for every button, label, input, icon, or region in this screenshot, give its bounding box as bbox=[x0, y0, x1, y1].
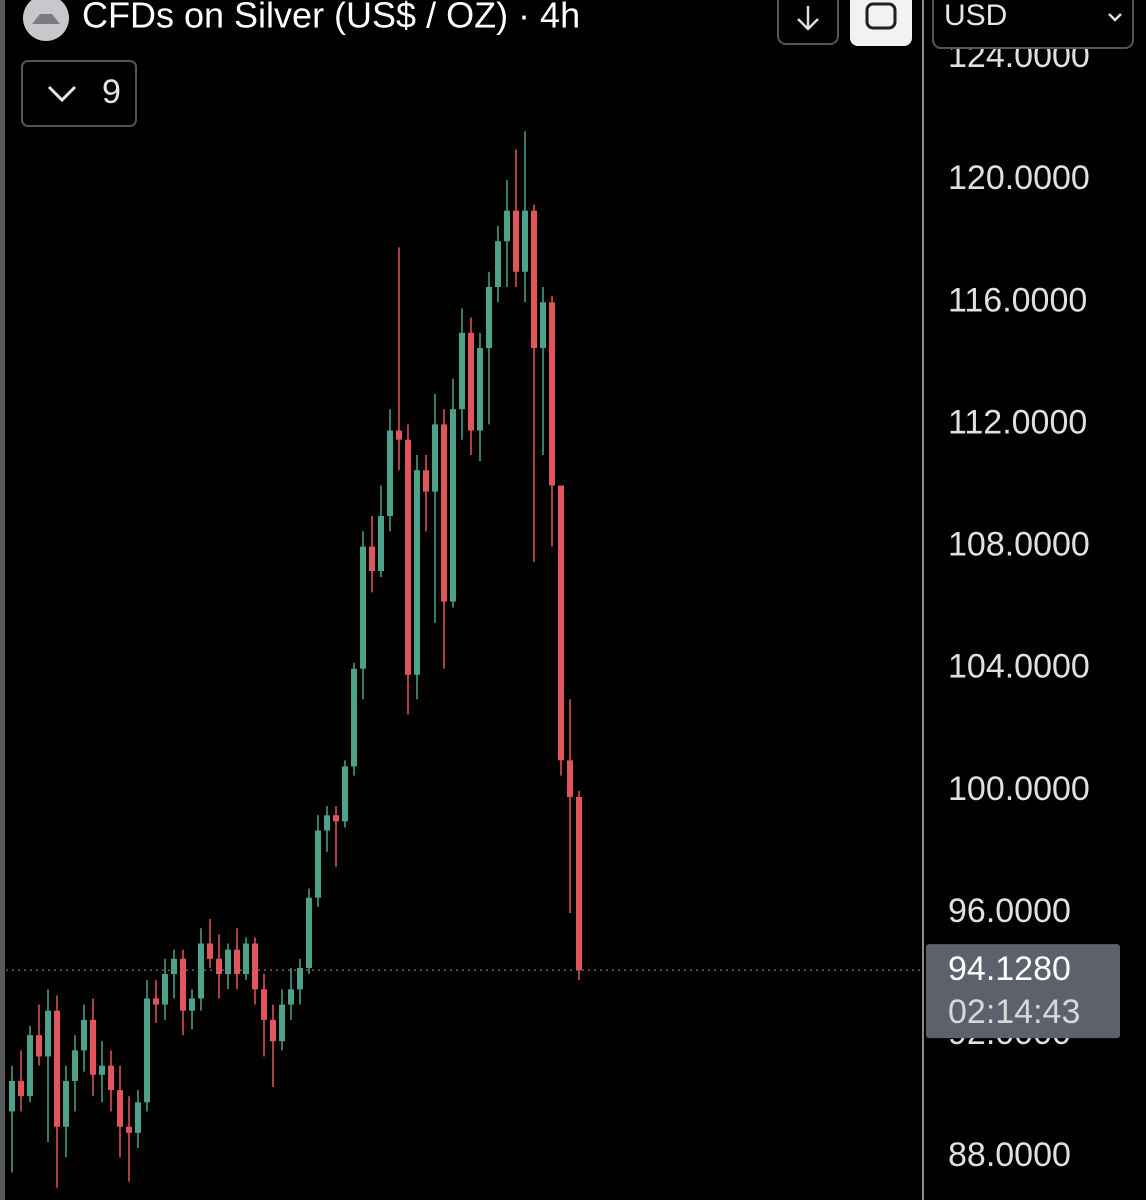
y-tick-label: 104.0000 bbox=[948, 648, 1090, 686]
candle-body bbox=[189, 998, 195, 1011]
y-tick-label: 96.0000 bbox=[948, 892, 1071, 930]
candle-body bbox=[216, 958, 222, 975]
candle-body bbox=[486, 287, 492, 349]
candle-body bbox=[477, 348, 483, 431]
candle-body bbox=[522, 210, 528, 272]
countdown-label: 02:14:43 bbox=[948, 993, 1080, 1031]
candle-body bbox=[531, 210, 537, 349]
y-tick-label: 112.0000 bbox=[948, 403, 1087, 441]
candle-body bbox=[54, 1010, 60, 1127]
candle-body bbox=[441, 424, 447, 602]
currency-label: USD bbox=[944, 0, 1007, 32]
symbol-icon-glyph bbox=[32, 14, 60, 24]
candle-body bbox=[108, 1065, 114, 1091]
last-price-badge bbox=[926, 944, 1120, 1039]
y-tick-label: 88.0000 bbox=[948, 1136, 1071, 1174]
candle-body bbox=[180, 958, 186, 1011]
currency-chevron bbox=[1108, 13, 1122, 22]
candle-body bbox=[468, 332, 474, 431]
candle-body bbox=[144, 998, 150, 1103]
candle-body bbox=[576, 796, 582, 971]
fullscreen-icon bbox=[865, 2, 897, 30]
candle-body bbox=[135, 1102, 141, 1133]
candle-body bbox=[72, 1050, 78, 1081]
candle-body bbox=[297, 967, 303, 990]
indicator-count: 9 bbox=[102, 73, 121, 111]
candle-body bbox=[198, 943, 204, 999]
candle-body bbox=[378, 516, 384, 571]
candle-body bbox=[270, 1019, 276, 1042]
candle-body bbox=[126, 1126, 132, 1133]
candle-body bbox=[360, 546, 366, 669]
candle-body bbox=[162, 974, 168, 1005]
candle-body bbox=[81, 1019, 87, 1051]
candle-body bbox=[36, 1035, 42, 1057]
candle-body bbox=[117, 1090, 123, 1127]
candle-body bbox=[396, 430, 402, 440]
candle-body bbox=[369, 546, 375, 571]
candle-body bbox=[387, 430, 393, 517]
candle-body bbox=[432, 424, 438, 492]
candle-body bbox=[450, 409, 456, 602]
candle-body bbox=[153, 998, 159, 1005]
y-tick-label: 116.0000 bbox=[948, 281, 1087, 319]
candle-body bbox=[99, 1065, 105, 1075]
y-tick-label: 120.0000 bbox=[948, 159, 1090, 197]
y-tick-label: 100.0000 bbox=[948, 770, 1090, 808]
last-price-label: 94.1280 bbox=[948, 950, 1071, 988]
candle-body bbox=[45, 1010, 51, 1057]
fullscreen-button[interactable] bbox=[850, 0, 912, 46]
indicators-toggle[interactable] bbox=[21, 60, 137, 127]
candle-body bbox=[234, 949, 240, 975]
candle-body bbox=[423, 470, 429, 492]
candle-body bbox=[27, 1035, 33, 1097]
candle-body bbox=[261, 989, 267, 1020]
candle-body bbox=[288, 989, 294, 1005]
candle-body bbox=[558, 485, 564, 761]
candle-body bbox=[540, 302, 546, 349]
candle-body bbox=[567, 760, 573, 797]
candle-body bbox=[63, 1080, 69, 1127]
candle-body bbox=[459, 332, 465, 410]
candle-body bbox=[504, 210, 510, 242]
candle-body bbox=[225, 949, 231, 975]
candle-body bbox=[324, 815, 330, 831]
candle-body bbox=[243, 943, 249, 975]
candle-body bbox=[279, 1004, 285, 1042]
candle-body bbox=[306, 897, 312, 968]
candle-body bbox=[315, 830, 321, 898]
candle-body bbox=[513, 210, 519, 272]
candle-body bbox=[342, 766, 348, 822]
price-axis: 88.000092.000096.0000100.0000104.0000108… bbox=[924, 37, 1120, 1174]
candle-body bbox=[549, 302, 555, 486]
candle-body bbox=[171, 958, 177, 975]
candle-body bbox=[351, 668, 357, 767]
candle-body bbox=[405, 439, 411, 675]
plot-area bbox=[6, 131, 920, 1188]
y-tick-label: 108.0000 bbox=[948, 526, 1090, 564]
download-icon bbox=[797, 6, 819, 31]
candle-body bbox=[9, 1080, 15, 1112]
candle-body bbox=[333, 815, 339, 822]
currency-select[interactable] bbox=[932, 0, 1134, 49]
candle-body bbox=[414, 470, 420, 675]
candle-body bbox=[495, 241, 501, 288]
indicators-chevron bbox=[47, 85, 77, 103]
candle-body bbox=[18, 1080, 24, 1097]
candle-body bbox=[252, 943, 258, 990]
candle-body bbox=[207, 943, 213, 959]
chart-title: CFDs on Silver (US$ / OZ) · 4h bbox=[82, 0, 580, 36]
candle-body bbox=[90, 1019, 96, 1075]
left-border bbox=[0, 0, 5, 1200]
